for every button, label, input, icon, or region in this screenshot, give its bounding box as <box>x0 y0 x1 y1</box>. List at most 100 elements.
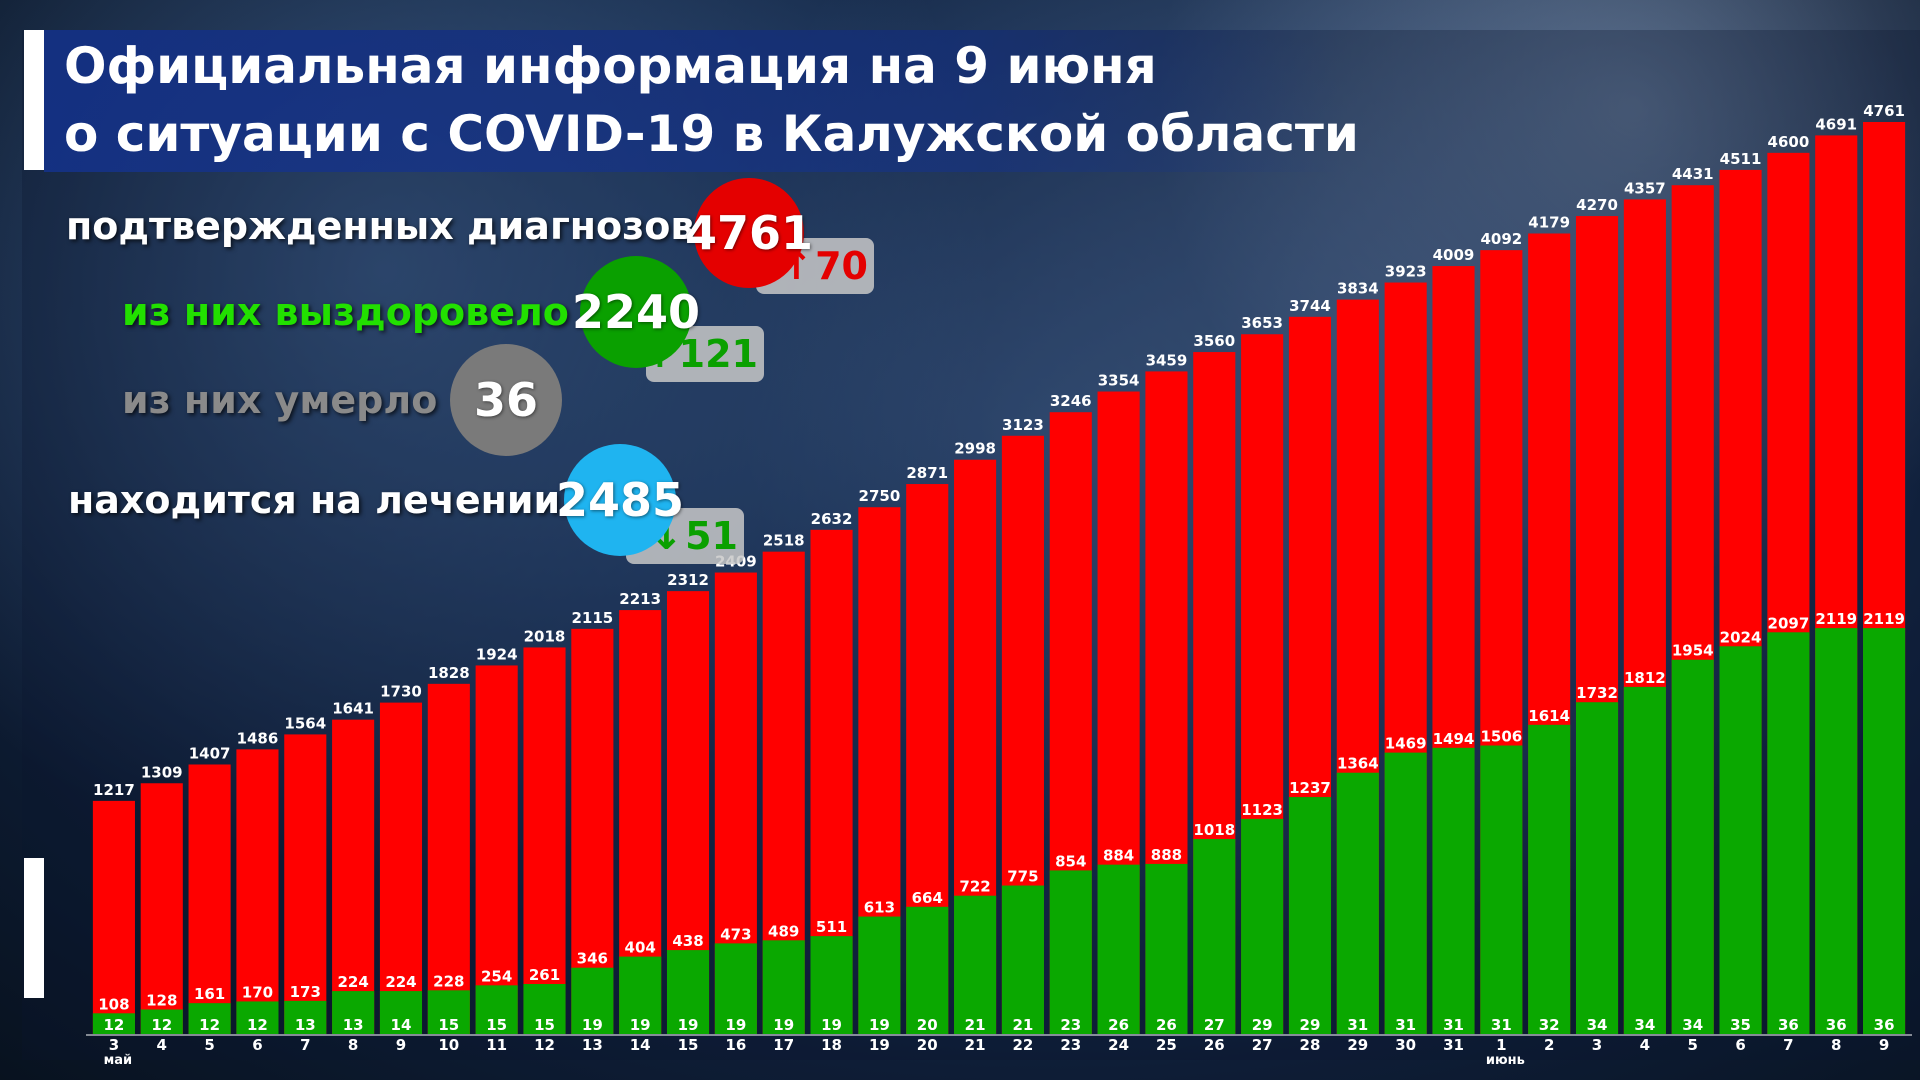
confirmed-value-label: 1924 <box>476 645 518 663</box>
x-tick-label: 9 <box>396 1036 406 1054</box>
confirmed-value-label: 2998 <box>954 440 996 458</box>
x-tick-label: 13 <box>582 1036 603 1054</box>
recovered-value-label: 775 <box>1007 868 1038 886</box>
x-tick-label: 23 <box>1060 1036 1081 1054</box>
x-tick-label: 25 <box>1156 1036 1177 1054</box>
confirmed-value-label: 2632 <box>811 510 853 528</box>
x-tick-label: 7 <box>300 1036 310 1054</box>
confirmed-value-label: 3653 <box>1241 314 1283 332</box>
recovered-bar <box>379 991 423 1034</box>
confirmed-value-label: 3744 <box>1289 297 1331 315</box>
died-value-label: 19 <box>821 1016 842 1034</box>
recovered-value-label: 173 <box>290 983 321 1001</box>
recovered-value-label: 261 <box>529 966 560 984</box>
recovered-value-label: 511 <box>816 918 847 936</box>
x-tick-label: 22 <box>1012 1036 1033 1054</box>
recovered-bar <box>571 967 614 1034</box>
x-tick-label: 7 <box>1783 1036 1793 1054</box>
recovered-value-label: 1494 <box>1433 730 1475 748</box>
recovered-value-label: 888 <box>1151 846 1182 864</box>
x-tick-label: 10 <box>438 1036 459 1054</box>
recovered-bar <box>1575 702 1619 1034</box>
recovered-value-label: 128 <box>146 991 177 1009</box>
recovered-bar <box>1145 863 1188 1034</box>
x-tick-label: 26 <box>1204 1036 1225 1054</box>
recovered-bar <box>1480 745 1523 1034</box>
recovered-bar <box>1863 628 1906 1034</box>
x-tick-label: 11 <box>486 1036 507 1054</box>
recovered-value-label: 346 <box>577 950 608 968</box>
recovered-value-label: 1954 <box>1672 642 1714 660</box>
died-value-label: 19 <box>725 1016 746 1034</box>
treating-value: 2485 <box>555 473 685 527</box>
recovered-circle: 2240 <box>572 256 700 368</box>
x-tick-label: 12 <box>534 1036 555 1054</box>
recovered-value-label: 722 <box>959 878 990 896</box>
recovered-value-label: 664 <box>912 889 943 907</box>
confirmed-value-label: 1407 <box>189 744 231 762</box>
x-axis-line <box>86 1034 1912 1036</box>
recovered-value-label: 108 <box>98 995 129 1013</box>
recovered-value-label: 2119 <box>1863 610 1905 628</box>
recovered-bar <box>1815 628 1858 1034</box>
recovered-bar <box>523 984 566 1034</box>
confirmed-value-label: 3834 <box>1337 280 1379 298</box>
recovered-bar <box>1241 818 1284 1034</box>
died-value-label: 15 <box>438 1016 459 1034</box>
recovered-bar <box>284 1000 327 1034</box>
died-value-label: 26 <box>1108 1016 1129 1034</box>
died-value-label: 34 <box>1682 1016 1703 1034</box>
confirmed-value-label: 4009 <box>1433 246 1475 264</box>
died-value: 36 <box>473 373 538 427</box>
confirmed-bar <box>427 683 470 1034</box>
recovered-value-label: 1506 <box>1480 728 1522 746</box>
died-value-label: 26 <box>1156 1016 1177 1034</box>
confirmed-bar <box>332 719 375 1034</box>
x-tick-label: 6 <box>1735 1036 1745 1054</box>
recovered-value-label: 438 <box>672 932 703 950</box>
confirmed-value-label: 1641 <box>332 700 374 718</box>
died-label: из них умерло <box>122 378 438 422</box>
died-value-label: 15 <box>534 1016 555 1034</box>
died-value-label: 20 <box>917 1016 938 1034</box>
recovered-value-label: 2119 <box>1815 610 1857 628</box>
x-tick-label: 4 <box>1640 1036 1650 1054</box>
recovered-value-label: 473 <box>720 925 751 943</box>
recovered-bar <box>1671 659 1714 1034</box>
confirmed-bar <box>92 800 135 1034</box>
accent-bar-top <box>24 30 44 170</box>
page-title: Официальная информация на 9 июня о ситуа… <box>64 32 1764 168</box>
died-value-label: 12 <box>103 1016 124 1034</box>
confirmed-value-label: 3354 <box>1098 372 1140 390</box>
recovered-bar <box>762 940 805 1034</box>
recovered-value-label: 224 <box>337 973 368 991</box>
month-label: июнь <box>1486 1053 1525 1068</box>
x-tick-label: 3 <box>109 1036 119 1054</box>
recovered-value-label: 489 <box>768 922 799 940</box>
confirmed-value-label: 2518 <box>763 532 805 550</box>
recovered-bar <box>1528 724 1571 1034</box>
confirmed-bar <box>379 702 423 1034</box>
confirmed-value-label: 4511 <box>1720 150 1762 168</box>
confirmed-value-label: 3459 <box>1146 351 1188 369</box>
recovered-bar <box>427 990 470 1034</box>
confirmed-value: 4761 <box>684 206 814 260</box>
confirmed-value-label: 1564 <box>284 714 326 732</box>
recovered-bar <box>1719 646 1762 1034</box>
x-tick-label: 18 <box>821 1036 842 1054</box>
recovered-value-label: 1364 <box>1337 755 1379 773</box>
recovered-delta: 121 <box>678 332 758 376</box>
x-tick-label: 8 <box>1831 1036 1841 1054</box>
died-value-label: 19 <box>630 1016 651 1034</box>
x-tick-label: 9 <box>1879 1036 1889 1054</box>
recovered-bar <box>810 936 853 1034</box>
title-background <box>44 30 1344 172</box>
title-line-2: о ситуации с COVID-19 в Калужской област… <box>64 105 1359 163</box>
x-tick-label: 31 <box>1443 1036 1464 1054</box>
confirmed-value-label: 4600 <box>1768 133 1810 151</box>
recovered-value-label: 254 <box>481 967 512 985</box>
died-value-label: 12 <box>151 1016 172 1034</box>
died-value-label: 36 <box>1826 1016 1847 1034</box>
x-tick-label: 27 <box>1252 1036 1273 1054</box>
